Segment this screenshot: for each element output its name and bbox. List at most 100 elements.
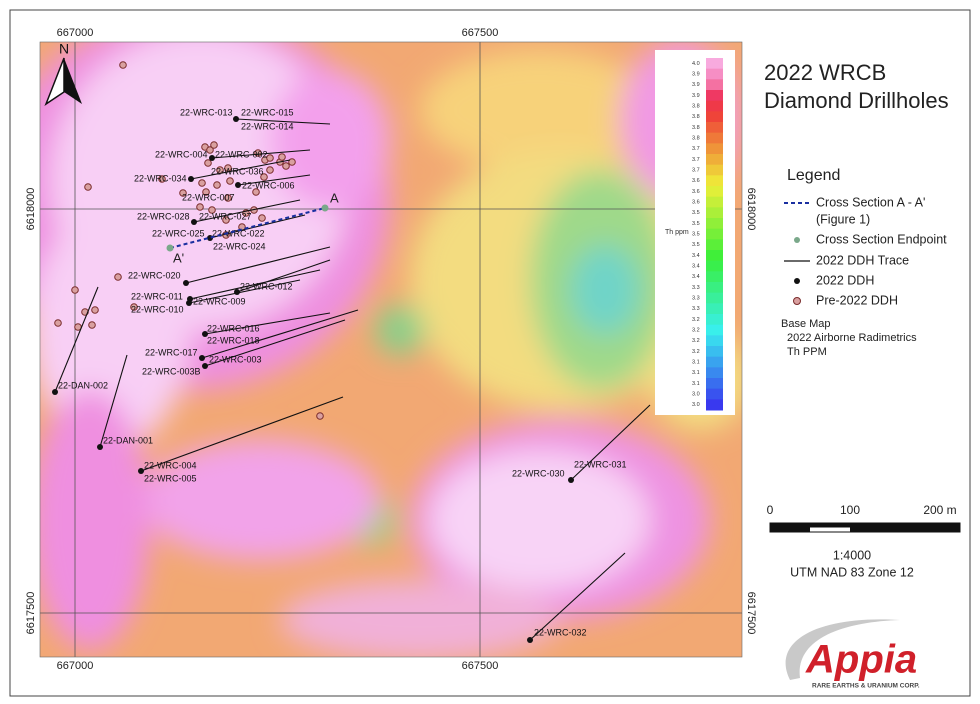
ddh-trace (235, 118, 331, 125)
ddh-trace (185, 246, 331, 284)
ddh-label: 22-WRC-036 (211, 166, 264, 176)
ddh (138, 468, 144, 474)
colorbar-label: 3.0 (692, 391, 700, 397)
pre-2022-ddh (222, 216, 230, 224)
ddh-trace (204, 312, 331, 335)
ddh (209, 155, 215, 161)
colorbar-label: 3.2 (692, 338, 700, 344)
ddh-trace (188, 279, 301, 304)
pre-2022-ddh (224, 164, 232, 172)
base-map-note: Base Map (781, 318, 831, 330)
pre-2022-ddh (266, 166, 274, 174)
colorbar-swatch (706, 271, 723, 283)
scale-label: 200 m (923, 503, 956, 517)
scale-ratio: 1:4000 (833, 548, 871, 562)
colorbar-label: 3.3 (692, 295, 700, 301)
colorbar-swatch (706, 207, 723, 219)
ddh (199, 355, 205, 361)
colorbar-swatch (706, 79, 723, 91)
pre-2022-ddh (210, 141, 218, 149)
ddh-label: 22-WRC-030 (512, 468, 565, 478)
grid-label: 6617500 (745, 592, 757, 635)
ddh-label: 22-WRC-022 (212, 228, 265, 238)
ddh-trace (204, 319, 346, 367)
colorbar-swatch (706, 378, 723, 390)
colorbar-label: 3.5 (692, 221, 700, 227)
legend-item: Cross Section Endpoint (816, 232, 947, 246)
grid-label: 667500 (462, 27, 499, 39)
pre-2022-ddh (202, 188, 210, 196)
colorbar-label: 3.7 (692, 167, 700, 173)
ddh-label: 22-WRC-031 (574, 459, 627, 469)
colorbar-swatch (706, 164, 723, 176)
grid-label: 6618000 (25, 188, 37, 231)
ddh-label: 22-WRC-016 (207, 323, 260, 333)
colorbar-swatch (706, 303, 723, 315)
colorbar-swatch (706, 175, 723, 187)
ddh (188, 176, 194, 182)
colorbar-swatch (706, 250, 723, 262)
pre-2022-ddh (258, 214, 266, 222)
colorbar-swatch (706, 356, 723, 368)
north-arrow: N (44, 41, 82, 106)
base-map-note: Th PPM (787, 346, 827, 358)
pre-2022-ddh (196, 203, 204, 211)
section-label: A' (173, 250, 184, 265)
section-endpoint (166, 244, 174, 252)
colorbar-label: 3.8 (692, 125, 700, 131)
colorbar: 4.0 3.9 3.9 3.9 3.8 3.8 3.8 3.8 3.7 3.7 3.7 3.6 3.6 3… (692, 58, 723, 411)
ddh (52, 389, 58, 395)
pre-2022-ddh (204, 159, 212, 167)
colorbar-swatch (706, 324, 723, 336)
pre-2022-ddh (91, 306, 99, 314)
pre-2022-ddh (84, 183, 92, 191)
colorbar-label: 3.0 (692, 402, 700, 408)
pre-2022-ddh (208, 206, 216, 214)
pre-2022-ddh (278, 153, 286, 161)
colorbar-swatch (706, 218, 723, 230)
map-frame (39, 41, 743, 658)
title: Diamond Drillholes (764, 88, 949, 113)
colorbar-swatch (706, 228, 723, 240)
grid-label: 6617500 (25, 592, 37, 635)
scale-label: 0 (767, 503, 774, 517)
colorbar-label: 3.8 (692, 103, 700, 109)
scale-bar (769, 522, 961, 533)
colorbar-label: 3.2 (692, 349, 700, 355)
colorbar-swatch (706, 282, 723, 294)
grid-label: 667000 (57, 27, 94, 39)
ddh-trace (140, 396, 344, 472)
colorbar-label: 4.0 (692, 61, 700, 67)
pre-2022-ddh (266, 154, 274, 162)
colorbar-label: 3.4 (692, 274, 700, 280)
ddh-label: 22-DAN-001 (103, 435, 153, 445)
legend-item: 2022 DDH Trace (816, 253, 909, 267)
ddh (527, 637, 533, 643)
grid-label: 667500 (462, 660, 499, 672)
ddh-label: 22-WRC-024 (213, 241, 266, 251)
ddh-label: 22-WRC-004 (144, 460, 197, 470)
ddh-label: 22-WRC-013 (180, 107, 233, 117)
ddh-trace (570, 404, 651, 481)
colorbar-label: 3.2 (692, 317, 700, 323)
pre-2022-ddh (224, 194, 232, 202)
ddh (568, 477, 574, 483)
colorbar-swatch (706, 399, 723, 411)
legend-symbol (793, 297, 801, 305)
colorbar-label: 3.8 (692, 135, 700, 141)
pre-2022-ddh (54, 319, 62, 327)
pre-2022-ddh (252, 188, 260, 196)
projection: UTM NAD 83 Zone 12 (790, 565, 914, 579)
colorbar-swatch (706, 314, 723, 326)
colorbar-title: Th ppm (665, 229, 689, 236)
colorbar-label: 3.7 (692, 146, 700, 152)
title: 2022 WRCB (764, 60, 886, 85)
ddh-label: 22-WRC-004 (155, 149, 208, 159)
legend-symbol (794, 237, 800, 243)
colorbar-swatch (706, 111, 723, 123)
ddh-trace (193, 199, 301, 223)
ddh (233, 116, 239, 122)
pre-2022-ddh (88, 321, 96, 329)
colorbar-swatch (706, 122, 723, 134)
ddh-label: 22-WRC-020 (128, 270, 181, 280)
